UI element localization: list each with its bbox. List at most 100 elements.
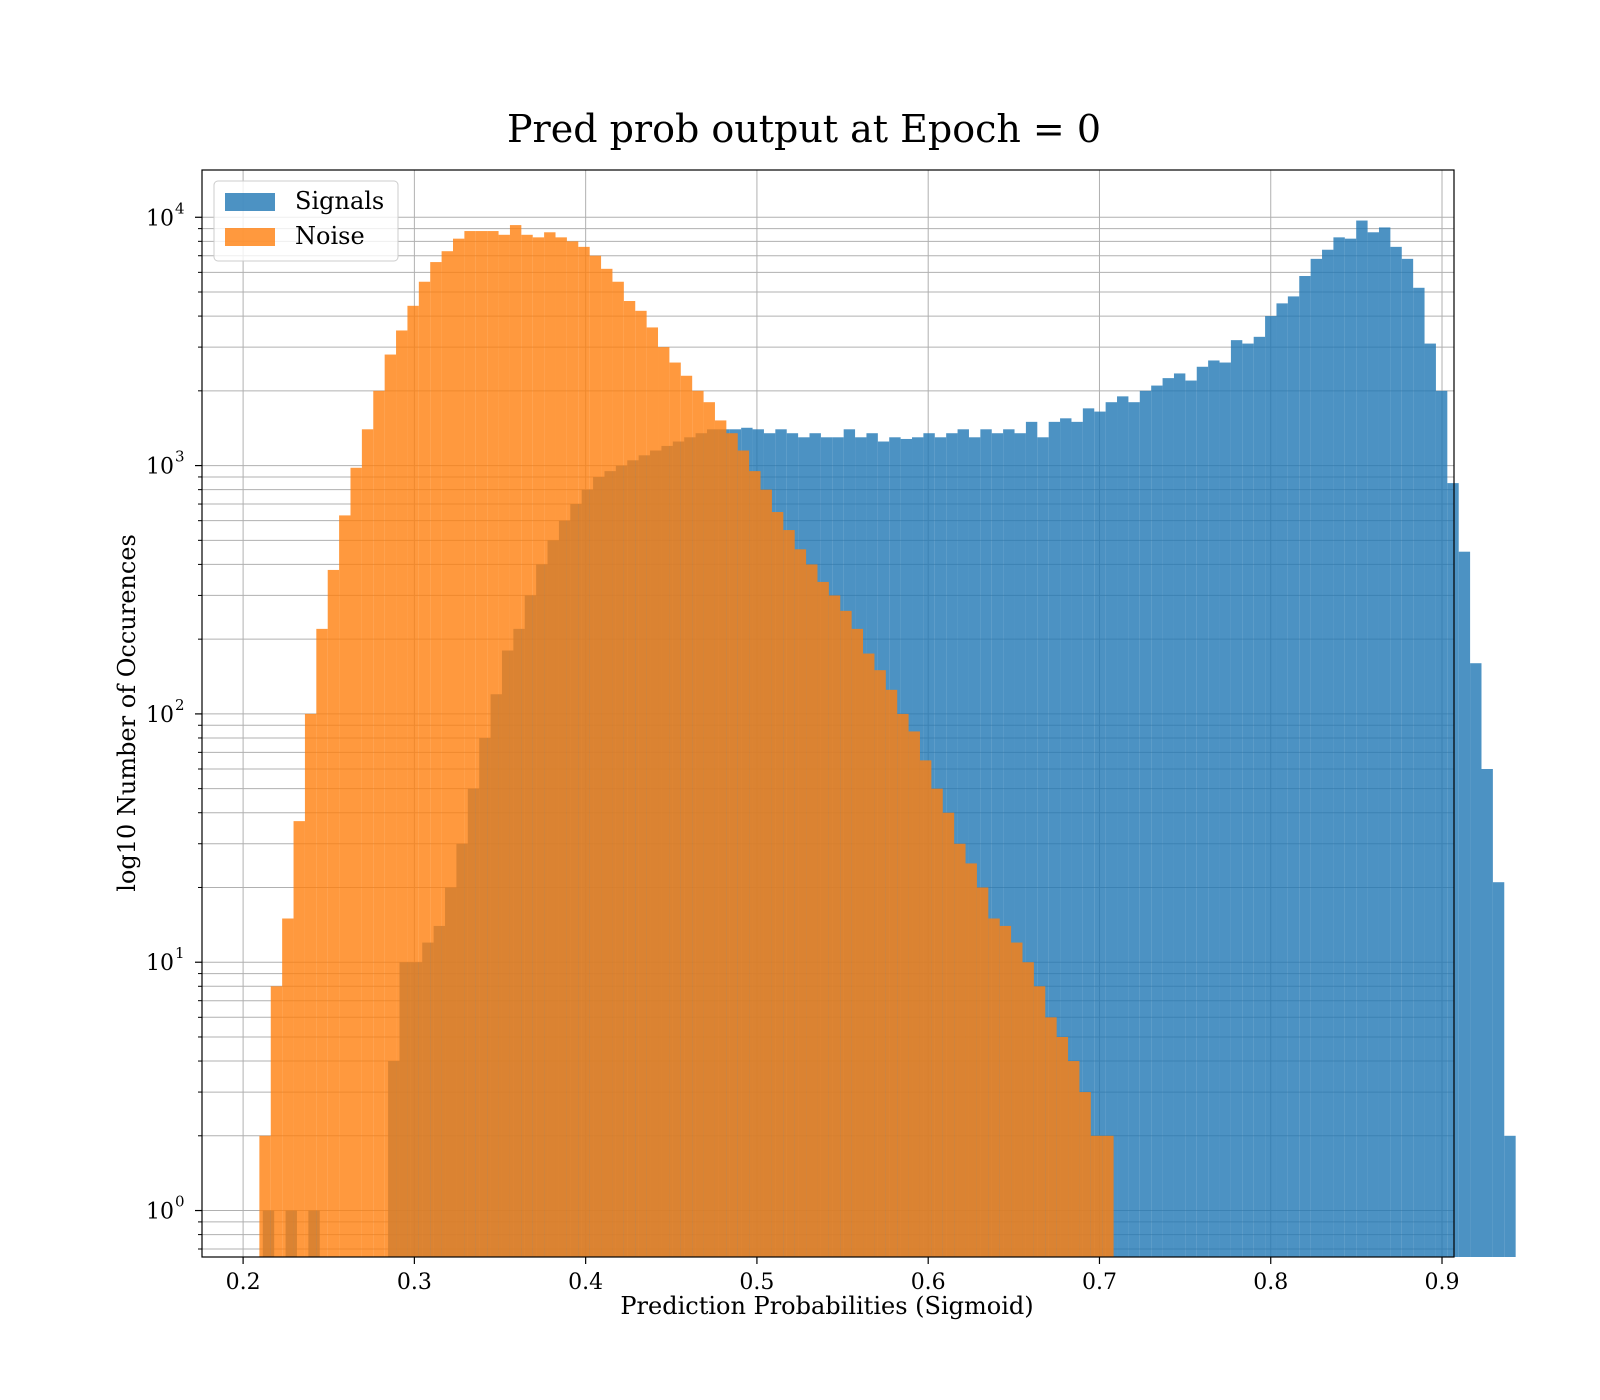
histogram-bar	[976, 887, 989, 1257]
x-axis-label: Prediction Probabilities (Sigmoid)	[620, 1292, 1033, 1320]
histogram-bar	[1265, 316, 1277, 1257]
histogram-bar	[1435, 390, 1448, 1257]
histogram-bar	[544, 232, 556, 1257]
histogram-bar	[1401, 258, 1414, 1258]
histogram-bar	[1253, 336, 1266, 1258]
histogram-bar	[749, 471, 761, 1257]
histogram-bar	[612, 281, 624, 1258]
legend: Signals Noise	[213, 180, 399, 262]
histogram-bar	[957, 429, 969, 1258]
histogram-bar	[1390, 246, 1402, 1257]
histogram-bar	[1056, 1036, 1069, 1257]
histogram-bar	[373, 390, 385, 1257]
histogram-bar	[988, 918, 1000, 1257]
x-tick-label: 0.9	[1425, 1270, 1460, 1295]
histogram-bar	[806, 564, 818, 1257]
histogram-bar	[783, 530, 795, 1257]
x-tick-label: 0.8	[1253, 1270, 1288, 1295]
histogram-bar	[817, 581, 829, 1257]
histogram-bar	[509, 225, 522, 1257]
y-tick-exponent: 2	[175, 696, 185, 714]
bars-layer	[259, 220, 1516, 1258]
y-axis-label: log10 Number of Occurences	[113, 534, 141, 892]
histogram-bar	[669, 362, 681, 1258]
histogram-bar	[968, 437, 981, 1257]
legend-swatch-signals	[225, 193, 275, 211]
histogram-bar	[692, 390, 704, 1257]
y-tick-label: 10	[146, 703, 174, 728]
histogram-bar	[452, 238, 465, 1258]
histogram-bar	[1333, 237, 1345, 1257]
histogram-bar	[384, 354, 397, 1257]
histogram-bar	[418, 281, 431, 1258]
histogram-bar	[532, 237, 545, 1257]
legend-label-noise: Noise	[295, 222, 365, 250]
x-tick-label: 0.6	[911, 1270, 946, 1295]
y-tick-label: 10	[146, 455, 174, 480]
histogram-bar	[1299, 276, 1311, 1257]
histogram-bar	[1310, 258, 1323, 1258]
histogram-bar	[1060, 418, 1072, 1257]
histogram-bar	[1367, 232, 1379, 1257]
histogram-bar	[1287, 296, 1300, 1257]
histogram-bar	[339, 515, 351, 1257]
histogram-bar	[578, 246, 590, 1257]
histogram-bar	[1105, 402, 1118, 1257]
histogram-bar	[589, 255, 602, 1257]
histogram-bar	[304, 713, 317, 1257]
y-tick-exponent: 3	[175, 448, 185, 466]
histogram-bar	[991, 433, 1004, 1257]
histogram-bar	[1011, 942, 1023, 1257]
histogram-bar	[1458, 551, 1471, 1257]
histogram-bar	[737, 450, 750, 1257]
y-tick-label: 10	[146, 1200, 174, 1225]
legend-swatch-noise	[225, 228, 275, 246]
x-tick-label: 0.5	[739, 1270, 774, 1295]
histogram-bar	[794, 549, 807, 1257]
histogram-bar	[282, 918, 294, 1257]
histogram-bar	[441, 251, 453, 1258]
histogram-bar	[521, 234, 533, 1258]
histogram-bar	[601, 268, 613, 1257]
histogram-bar	[555, 237, 567, 1257]
series-noise	[259, 225, 1114, 1258]
histogram-bar	[464, 231, 476, 1257]
histogram-bar	[1037, 437, 1049, 1257]
histogram-bar	[897, 713, 909, 1257]
histogram-bar	[703, 402, 715, 1257]
histogram-bar	[623, 301, 636, 1257]
histogram-bar	[1230, 340, 1243, 1257]
histogram-bar	[498, 234, 510, 1258]
histogram-bar	[1014, 433, 1026, 1257]
histogram-bar	[1117, 396, 1129, 1257]
legend-label-signals: Signals	[295, 187, 384, 215]
histogram-bar	[1242, 343, 1254, 1258]
histogram-bar	[965, 863, 977, 1257]
histogram-bar	[1276, 303, 1288, 1257]
histogram-bar	[1378, 227, 1391, 1258]
histogram-bar	[646, 327, 659, 1258]
histogram-bar	[885, 689, 898, 1257]
histogram-bar	[259, 1135, 271, 1257]
x-tick-label: 0.3	[397, 1270, 432, 1295]
histogram-bar	[840, 610, 852, 1257]
histogram-bar	[1356, 220, 1368, 1258]
histogram-bar	[1094, 411, 1106, 1258]
histogram-bar	[566, 241, 579, 1257]
histogram-bar	[1413, 287, 1425, 1257]
histogram-bar	[316, 628, 328, 1257]
histogram-bar	[1208, 360, 1220, 1257]
x-tick-label: 0.4	[568, 1270, 603, 1295]
histogram-bar	[487, 231, 499, 1257]
histogram-bar	[1481, 768, 1493, 1257]
histogram-bar	[863, 653, 875, 1257]
histogram-bar	[1102, 1135, 1114, 1257]
histogram-bar	[350, 467, 362, 1257]
histogram-bar	[361, 429, 374, 1258]
x-tick-label: 0.2	[226, 1270, 261, 1295]
histogram-bar	[1048, 421, 1061, 1257]
x-axis: 0.2 0.3 0.4 0.5 0.6 0.7 0.8 0.9	[226, 1257, 1460, 1295]
histogram-bar	[430, 262, 442, 1257]
histogram-bar	[771, 512, 784, 1257]
histogram-bar	[407, 305, 419, 1258]
